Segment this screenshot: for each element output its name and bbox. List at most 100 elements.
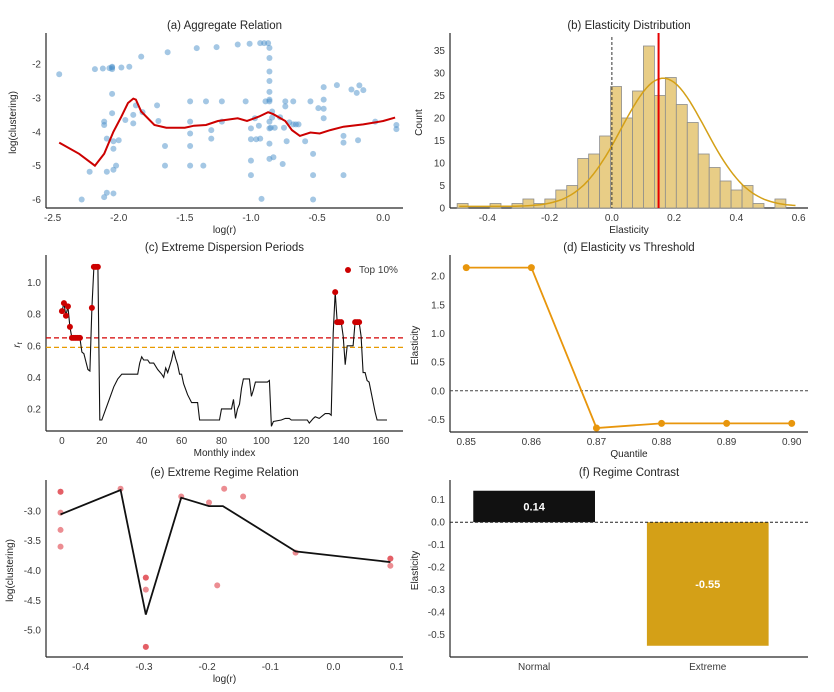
x-tick-label: -0.4	[479, 213, 497, 224]
x-tick-label: 0.1	[390, 662, 404, 673]
scatter-point	[187, 118, 194, 125]
x-tick-label: 0.2	[667, 213, 681, 224]
scatter-point	[266, 88, 273, 95]
x-tick-label: 160	[373, 436, 390, 447]
scatter-point	[214, 582, 221, 589]
x-tick-label: 0.6	[792, 213, 806, 224]
y-tick-label: 0.8	[27, 310, 41, 321]
x-axis-label: log(r)	[213, 225, 236, 236]
scatter-point	[315, 105, 322, 112]
scatter-point	[218, 98, 225, 105]
scatter-point	[247, 172, 254, 179]
panel-f: (f) Regime Contrast -0.5 -0.4 -0.3 -0.2 -0.1 0…	[410, 467, 808, 673]
legend-marker	[345, 267, 351, 273]
x-axis-label: Elasticity	[609, 225, 648, 236]
scatter-point	[109, 66, 116, 73]
y-tick-label: 1.5	[431, 300, 445, 311]
histogram-bar	[686, 122, 699, 209]
chart-title: (a) Aggregate Relation	[167, 20, 282, 32]
scatter-point	[130, 111, 137, 118]
x-tick-label: -0.5	[308, 213, 326, 224]
x-tick-label: 20	[96, 436, 108, 447]
y-tick-label: -0.3	[428, 585, 446, 596]
x-tick-label: 0.85	[457, 437, 477, 448]
y-tick-label: 0.5	[431, 358, 445, 369]
scatter-point	[202, 98, 209, 105]
y-tick-label: -6	[32, 195, 41, 206]
y-tick-label: 15	[434, 136, 446, 147]
y-tick-label: 10	[434, 159, 446, 170]
y-tick-label: 5	[439, 181, 445, 192]
histogram-bar	[664, 77, 677, 209]
y-tick-label: -3.5	[24, 536, 42, 547]
y-axis-label: Elasticity	[410, 551, 421, 590]
x-tick-label: 40	[136, 436, 148, 447]
scatter-point	[247, 157, 254, 164]
scatter-point	[320, 115, 327, 122]
scatter-point	[187, 130, 194, 137]
scatter-point	[257, 135, 264, 142]
scatter-point	[118, 64, 125, 71]
y-tick-label: -3	[32, 93, 41, 104]
chart-title: (c) Extreme Dispersion Periods	[145, 242, 304, 254]
panel-c: (c) Extreme Dispersion Periods 0 20 40 60 80 1…	[12, 242, 403, 459]
scatter-point	[258, 195, 265, 202]
scatter-point	[356, 82, 363, 89]
trend-line	[58, 97, 396, 168]
y-tick-label: 30	[434, 69, 446, 80]
scatter-point	[56, 71, 63, 78]
x-tick-label: 100	[253, 436, 270, 447]
scatter-point	[320, 84, 327, 91]
chart-title: (b) Elasticity Distribution	[567, 20, 690, 32]
scatter-point	[155, 117, 162, 124]
scatter-point	[266, 140, 273, 147]
scatter-point	[266, 54, 273, 61]
histogram-bar	[730, 189, 743, 209]
legend-label: Top 10%	[359, 265, 398, 276]
top-decile-point	[58, 308, 65, 315]
scatter-point	[310, 172, 317, 179]
scatter-point	[142, 586, 149, 593]
x-tick-label: -1.0	[242, 213, 260, 224]
elasticity-point	[658, 419, 666, 427]
x-tick-label: Extreme	[689, 662, 727, 673]
histogram-bar	[643, 45, 655, 209]
scatter-point	[283, 138, 290, 145]
scatter-point	[302, 138, 309, 145]
y-axis-label: log(clustering)	[8, 91, 19, 154]
elasticity-point	[527, 264, 535, 272]
x-tick-label: Normal	[518, 662, 550, 673]
top-decile-point	[356, 319, 363, 326]
scatter-point	[193, 45, 200, 52]
scatter-point	[270, 154, 277, 161]
scatter-point	[360, 87, 367, 94]
scatter-point	[282, 98, 289, 105]
histogram-bar	[675, 104, 688, 209]
y-tick-label: 25	[434, 91, 446, 102]
scatter-point	[320, 96, 327, 103]
scatter-point	[348, 86, 355, 93]
scatter-point	[242, 98, 249, 105]
scatter-point	[91, 66, 98, 73]
y-tick-label: 0.6	[27, 341, 41, 352]
scatter-point	[340, 139, 347, 146]
histogram-bar	[621, 117, 633, 209]
scatter-point	[387, 555, 394, 562]
scatter-point	[113, 162, 120, 169]
scatter-point	[393, 126, 400, 133]
x-tick-label: -1.5	[176, 213, 194, 224]
scatter-point	[340, 172, 347, 179]
x-tick-label: -2.5	[44, 213, 62, 224]
x-tick-label: 0.87	[587, 437, 607, 448]
top-decile-point	[88, 304, 95, 311]
scatter-point	[103, 135, 110, 142]
scatter-point	[57, 543, 64, 550]
elasticity-point	[723, 419, 731, 427]
x-tick-label: -0.3	[135, 662, 153, 673]
histogram-bar	[708, 167, 721, 209]
scatter-point	[103, 168, 110, 175]
scatter-point	[109, 110, 116, 117]
y-tick-label: -0.2	[428, 563, 446, 574]
y-axis-label: Count	[414, 109, 425, 136]
scatter-point	[295, 121, 302, 128]
